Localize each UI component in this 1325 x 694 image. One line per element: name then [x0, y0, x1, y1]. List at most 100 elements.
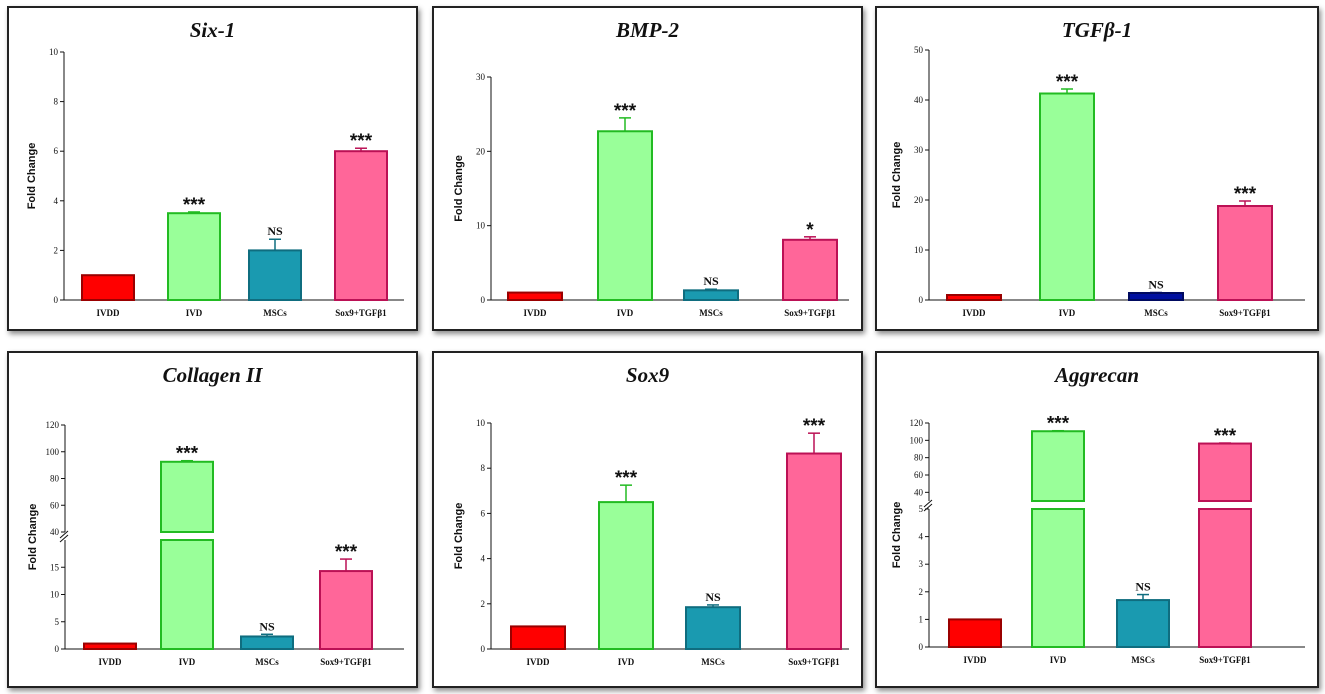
y-tick-label: 6 — [481, 508, 486, 518]
x-category-label: MSCs — [701, 657, 725, 667]
y-tick-label: 50 — [914, 45, 924, 55]
chart-panel-sox9: Sox9 Fold Change 0 2 4 6 8 10 IVDD *** IVD NS MSCs **… — [432, 351, 863, 688]
significance-label: *** — [614, 101, 637, 122]
y-tick-label: 80 — [50, 474, 60, 484]
x-category-label: IVDD — [526, 657, 550, 667]
chart-svg: BMP-2 Fold Change 0 10 20 30 IVDD *** IVD NS MSCs *… — [453, 18, 849, 318]
x-category-label: IVDD — [962, 308, 986, 318]
significance-label: NS — [703, 274, 719, 288]
y-tick-label: 5 — [55, 617, 60, 627]
chart-svg: TGFβ-1 Fold Change 0 10 20 30 40 50 IVDD *** IVD NS… — [891, 18, 1305, 318]
y-tick-label: 0 — [919, 295, 924, 305]
chart-panel-aggrecan: Aggrecan Fold Change 0 1 2 3 4 5 40 60 80 100 120 IVD… — [875, 351, 1319, 688]
bar-segment-upper — [1198, 442, 1252, 502]
y-tick-label: 10 — [476, 221, 486, 231]
y-axis-label: Fold Change — [891, 142, 903, 209]
y-axis-label: Fold Change — [27, 504, 39, 571]
y-tick-label: 4 — [481, 554, 486, 564]
y-tick-label: 8 — [54, 97, 59, 107]
y-tick-label: 0 — [919, 642, 924, 652]
x-category-label: IVD — [618, 657, 635, 667]
bar — [240, 635, 294, 650]
significance-label: *** — [183, 195, 206, 216]
x-category-label: IVD — [1059, 308, 1076, 318]
bar — [334, 150, 388, 301]
significance-label: NS — [267, 224, 283, 238]
y-tick-label: 10 — [476, 418, 486, 428]
x-category-label: MSCs — [699, 308, 723, 318]
significance-label: *** — [1214, 426, 1237, 447]
bar-segment-upper — [160, 460, 214, 533]
x-category-label: IVDD — [963, 655, 987, 665]
bar — [786, 452, 842, 651]
bar — [1116, 599, 1170, 648]
bar — [248, 249, 302, 301]
bar — [685, 606, 741, 651]
chart-panel-bmp-2: BMP-2 Fold Change 0 10 20 30 IVDD *** IVD NS MSCs *… — [432, 6, 863, 331]
bar — [319, 570, 373, 650]
bar — [1128, 292, 1184, 301]
y-tick-label: 2 — [919, 587, 924, 597]
y-tick-label: 80 — [914, 453, 924, 463]
x-category-label: MSCs — [263, 308, 287, 318]
x-category-label: Sox9+TGFβ1 — [1199, 655, 1251, 665]
chart-title: Aggrecan — [1053, 363, 1139, 387]
y-tick-label: 40 — [914, 487, 924, 497]
x-category-label: IVD — [179, 657, 196, 667]
y-tick-label: 10 — [914, 245, 924, 255]
chart-title: Sox9 — [626, 363, 670, 387]
bar — [782, 238, 838, 301]
y-tick-label: 15 — [50, 562, 60, 572]
x-category-label: IVD — [617, 308, 634, 318]
y-tick-label: 20 — [476, 146, 486, 156]
y-tick-label: 100 — [46, 447, 60, 457]
y-tick-label: 6 — [54, 146, 59, 156]
chart-title: Six-1 — [190, 18, 236, 42]
y-tick-label: 60 — [914, 470, 924, 480]
significance-label: NS — [1135, 580, 1151, 594]
y-tick-label: 1 — [919, 614, 924, 624]
x-category-label: Sox9+TGFβ1 — [784, 308, 836, 318]
y-tick-label: 100 — [910, 435, 924, 445]
x-category-label: IVD — [1050, 655, 1067, 665]
chart-svg: Six-1 Fold Change 0 2 4 6 8 10 IVDD *** IVD NS MSCs *… — [26, 18, 404, 318]
x-category-label: Sox9+TGFβ1 — [1219, 308, 1271, 318]
bar — [683, 289, 739, 302]
y-tick-label: 30 — [476, 72, 486, 82]
bar — [946, 294, 1002, 301]
chart-panel-collagen-ii: Collagen II Fold Change 0 5 10 15 40 60 80 100 120… — [7, 351, 418, 688]
chart-title: Collagen II — [163, 363, 264, 387]
y-tick-label: 0 — [481, 644, 486, 654]
significance-label: *** — [615, 468, 638, 489]
y-tick-label: 8 — [481, 463, 486, 473]
x-category-label: Sox9+TGFβ1 — [788, 657, 840, 667]
chart-title: TGFβ-1 — [1062, 18, 1132, 42]
x-category-label: MSCs — [1131, 655, 1155, 665]
bar-segment-lower — [1031, 508, 1085, 648]
axis-break-mark — [59, 534, 69, 543]
y-tick-label: 40 — [50, 527, 60, 537]
y-tick-label: 0 — [54, 295, 59, 305]
y-tick-label: 5 — [919, 504, 924, 514]
significance-label: NS — [259, 619, 275, 633]
significance-label: * — [806, 220, 814, 241]
y-tick-label: 40 — [914, 95, 924, 105]
bar-segment-upper — [1031, 430, 1085, 502]
y-tick-label: 0 — [55, 644, 60, 654]
y-axis-label: Fold Change — [453, 155, 465, 222]
significance-label: NS — [705, 590, 721, 604]
y-tick-label: 120 — [910, 418, 924, 428]
bar — [507, 291, 563, 302]
bar — [167, 212, 221, 301]
x-category-label: MSCs — [1144, 308, 1168, 318]
bar — [81, 274, 135, 302]
y-axis-label: Fold Change — [891, 502, 903, 569]
y-tick-label: 4 — [919, 532, 924, 542]
y-tick-label: 10 — [49, 47, 59, 57]
y-tick-label: 10 — [50, 590, 60, 600]
y-axis-label: Fold Change — [26, 143, 38, 210]
x-category-label: IVDD — [96, 308, 120, 318]
chart-svg: Sox9 Fold Change 0 2 4 6 8 10 IVDD *** IVD NS MSCs **… — [453, 363, 849, 667]
y-axis-label: Fold Change — [453, 503, 465, 570]
chart-svg: Collagen II Fold Change 0 5 10 15 40 60 80 100 120… — [27, 363, 404, 667]
